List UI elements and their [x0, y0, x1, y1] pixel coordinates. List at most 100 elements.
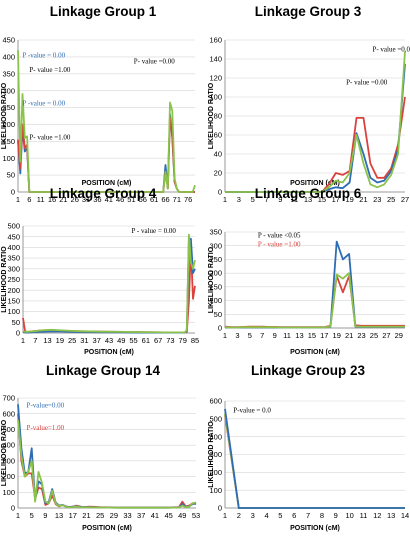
chart-panel-3: Linkage Group 40501001502002503003504004…	[1, 186, 199, 356]
y-tick-label: 250	[7, 275, 20, 284]
chart-panel-1: Linkage Group 1 0 50 100 150 200 250 300 350 400 4…	[1, 4, 196, 204]
x-tick-label: 76	[184, 195, 192, 204]
x-tick-label: 25	[68, 336, 76, 345]
series-line-green	[224, 272, 405, 329]
x-tick-label: 16	[48, 195, 56, 204]
chart-title: Linkage Group 23	[251, 363, 366, 378]
x-tick-label: 1	[223, 195, 227, 204]
y-tick-label: 600	[209, 397, 222, 406]
x-tick-label: 46	[116, 195, 124, 204]
x-tick-label: 7	[306, 511, 310, 520]
x-tick-label: 73	[166, 336, 174, 345]
x-tick-label: 27	[401, 195, 409, 204]
x-tick-label: 17	[69, 511, 77, 520]
x-tick-label: 1	[16, 195, 20, 204]
x-tick-label: 56	[139, 195, 147, 204]
x-tick-label: 61	[150, 195, 158, 204]
x-tick-label: 55	[129, 336, 137, 345]
series-line-green	[17, 419, 197, 509]
x-tick-label: 5	[278, 511, 282, 520]
x-tick-label: 13	[43, 336, 51, 345]
y-tick-label: 500	[7, 222, 20, 231]
y-axis-title: LIKELIHOOD RATIO	[208, 246, 215, 313]
x-tick-label: 49	[178, 511, 186, 520]
x-tick-label: 10	[345, 511, 353, 520]
x-tick-label: 31	[80, 336, 88, 345]
x-tick-label: 53	[192, 511, 200, 520]
y-tick-label: 100	[2, 154, 15, 163]
x-tick-label: 23	[357, 331, 365, 340]
y-tick-label: 0	[11, 504, 15, 513]
x-tick-label: 15	[308, 331, 316, 340]
p-value-annotation: P-value = 0.0	[233, 407, 271, 415]
x-tick-label: 41	[151, 511, 159, 520]
x-tick-label: 6	[27, 195, 31, 204]
y-tick-label: 150	[7, 297, 20, 306]
y-tick-label: 100	[2, 488, 15, 497]
x-tick-label: 31	[82, 195, 90, 204]
x-tick-label: 25	[96, 511, 104, 520]
x-tick-label: 9	[273, 331, 277, 340]
y-tick-label: 500	[2, 425, 15, 434]
y-tick-label: 350	[2, 69, 15, 78]
y-tick-label: 400	[209, 432, 222, 441]
y-tick-label: 500	[209, 414, 222, 423]
p-value-annotation: P -value = 0.00	[23, 52, 66, 60]
y-tick-label: 450	[7, 232, 20, 241]
chart-title: Linkage Group 1	[50, 4, 157, 19]
y-tick-label: 0	[11, 188, 15, 197]
x-axis-title: POSITION (cM)	[290, 349, 340, 356]
x-tick-label: 21	[359, 195, 367, 204]
x-tick-label: 7	[33, 336, 37, 345]
x-tick-label: 25	[387, 195, 395, 204]
y-tick-label: 100	[7, 307, 20, 316]
y-tick-label: 60	[214, 131, 222, 140]
y-tick-label: 250	[209, 255, 222, 264]
y-tick-label: 100	[209, 93, 222, 102]
x-tick-label: 37	[137, 511, 145, 520]
x-axis-title: POSITION (cM)	[290, 525, 340, 532]
p-value-annotation: P- value =1.00	[29, 134, 71, 142]
x-axis-title: POSITION (cM)	[82, 180, 132, 187]
x-tick-label: 67	[154, 336, 162, 345]
y-tick-label: 300	[7, 264, 20, 273]
series-line-blue	[225, 240, 405, 329]
y-tick-label: 160	[209, 36, 222, 45]
series-line-green	[17, 50, 196, 193]
x-axis-title: POSITION (cM)	[84, 349, 134, 356]
series-line-green	[224, 413, 405, 509]
y-tick-label: 20	[214, 169, 222, 178]
x-tick-label: 85	[191, 336, 199, 345]
x-tick-label: 37	[93, 336, 101, 345]
x-tick-label: 19	[333, 331, 341, 340]
y-tick-label: 600	[2, 409, 15, 418]
x-tick-label: 13	[55, 511, 63, 520]
x-tick-label: 5	[248, 331, 252, 340]
x-tick-label: 9	[334, 511, 338, 520]
y-axis-title: LIKELIHOOD RATIO	[1, 246, 8, 313]
x-tick-label: 2	[237, 511, 241, 520]
chart-panel-5: Linkage Group 14 0 100 200 300 400 500 600 700 1 5…	[1, 363, 200, 532]
y-tick-label: 300	[209, 450, 222, 459]
x-tick-label: 51	[127, 195, 135, 204]
chart-title: Linkage Group 6	[255, 186, 362, 201]
p-value-annotation: P- value =0.00	[346, 79, 388, 87]
y-tick-label: 0	[218, 188, 222, 197]
y-tick-label: 200	[7, 286, 20, 295]
y-tick-label: 200	[2, 120, 15, 129]
x-tick-label: 11	[290, 195, 298, 204]
x-tick-label: 21	[82, 511, 90, 520]
x-tick-label: 3	[237, 195, 241, 204]
series-line-red	[224, 274, 405, 329]
x-tick-label: 66	[161, 195, 169, 204]
x-tick-label: 7	[264, 195, 268, 204]
x-tick-label: 21	[345, 331, 353, 340]
series-line-red	[224, 415, 405, 509]
series-line-blue	[22, 237, 196, 334]
x-tick-label: 26	[71, 195, 79, 204]
y-tick-label: 400	[7, 243, 20, 252]
y-tick-label: 0	[218, 324, 222, 333]
y-axis-title: LIKELIHOOD RATIO	[1, 419, 8, 486]
